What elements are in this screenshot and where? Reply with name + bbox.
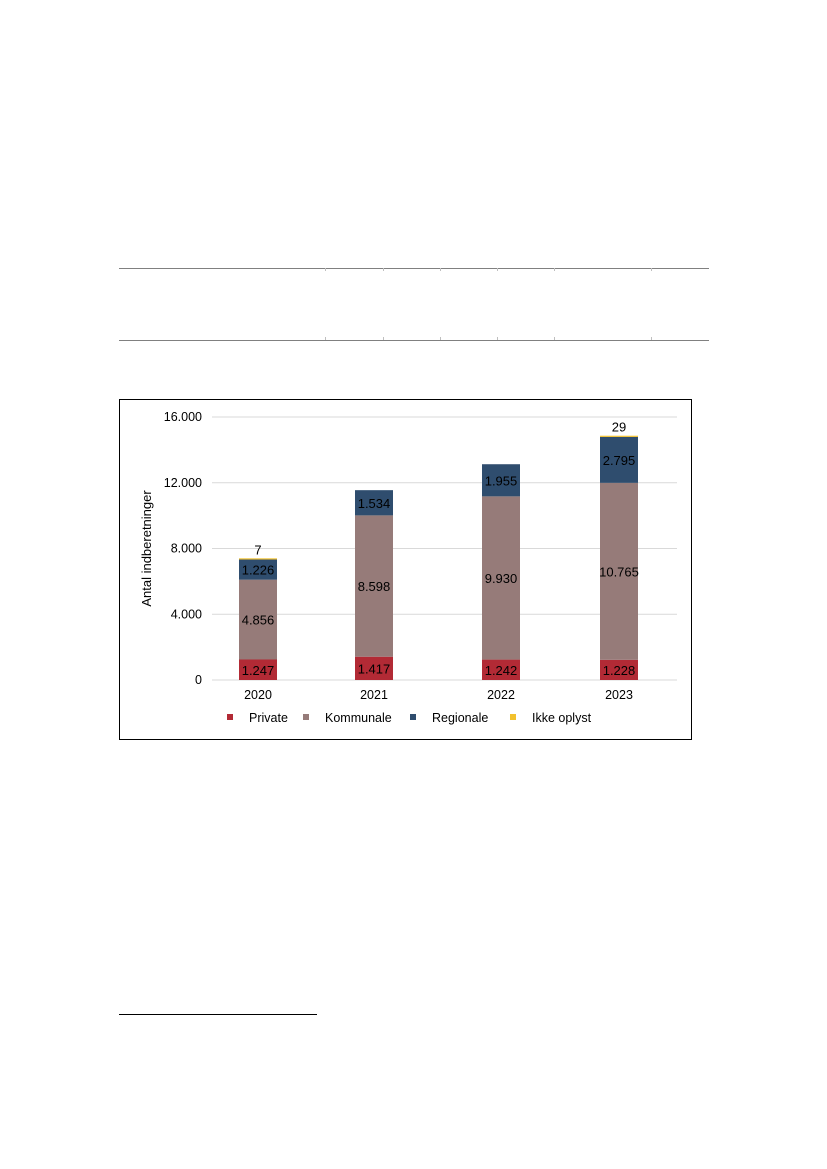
table-column-tick (440, 337, 441, 340)
table-column-tick (651, 268, 652, 271)
legend-swatch (410, 714, 416, 720)
legend-label: Regionale (432, 711, 488, 725)
bar-segment (239, 579, 277, 660)
table-bottom-rule (119, 340, 709, 341)
y-tick-label: 0 (195, 673, 202, 687)
table-column-tick (325, 337, 326, 340)
data-label: 1.242 (485, 663, 518, 678)
y-axis-label: Antal indberetninger (139, 490, 154, 607)
bar-segment (600, 435, 638, 437)
data-label: 1.228 (603, 663, 636, 678)
data-label: 1.247 (242, 663, 275, 678)
table-column-tick (497, 268, 498, 271)
legend-label: Kommunale (325, 711, 392, 725)
y-tick-label: 12.000 (164, 476, 202, 490)
legend-label: Private (249, 711, 288, 725)
bar-segment (600, 436, 638, 483)
bar-segment (482, 496, 520, 660)
data-label: 10.765 (599, 564, 639, 579)
data-label: 1.534 (358, 496, 391, 511)
legend-label: Ikke oplyst (532, 711, 592, 725)
y-tick-label: 8.000 (171, 542, 202, 556)
table-column-tick (440, 268, 441, 271)
table-column-tick (383, 337, 384, 340)
table-column-tick (497, 337, 498, 340)
legend-swatch (227, 714, 233, 720)
data-label: 4.856 (242, 613, 275, 628)
bar-segment (482, 464, 520, 497)
x-tick-label: 2023 (605, 688, 633, 702)
data-label: 8.598 (358, 579, 391, 594)
data-label: 1.226 (242, 563, 275, 578)
bar-segment (355, 656, 393, 680)
bar-segment (239, 659, 277, 680)
bar-segment (239, 559, 277, 580)
data-label: 9.930 (485, 571, 518, 586)
legend-swatch (510, 714, 516, 720)
stacked-bar-chart: 0 4.000 8.000 12.000 16.000 Antal indberetnin… (139, 410, 677, 725)
table-column-tick (554, 337, 555, 340)
table-column-tick (325, 268, 326, 271)
footnote-separator (119, 1014, 317, 1015)
data-label: 1.955 (485, 473, 518, 488)
x-tick-label: 2022 (487, 688, 515, 702)
chart-frame: 0 4.000 8.000 12.000 16.000 Antal indberetnin… (119, 399, 692, 740)
table-column-tick (651, 337, 652, 340)
bar-segment (239, 558, 277, 560)
bar-segment (482, 659, 520, 680)
data-label: 1.417 (358, 661, 391, 676)
bar-segment (355, 490, 393, 516)
table-column-tick (554, 268, 555, 271)
y-tick-label: 16.000 (164, 410, 202, 424)
table-column-tick (383, 268, 384, 271)
table-top-rule (119, 268, 709, 269)
x-tick-label: 2020 (244, 688, 272, 702)
bar-segment (600, 482, 638, 660)
data-label: 29 (612, 419, 626, 434)
legend-swatch (303, 714, 309, 720)
x-tick-label: 2021 (360, 688, 388, 702)
data-label: 2.795 (603, 453, 636, 468)
bar-segment (600, 659, 638, 680)
y-tick-label: 4.000 (171, 607, 202, 621)
bar-segment (355, 515, 393, 657)
data-label: 7 (254, 542, 261, 557)
